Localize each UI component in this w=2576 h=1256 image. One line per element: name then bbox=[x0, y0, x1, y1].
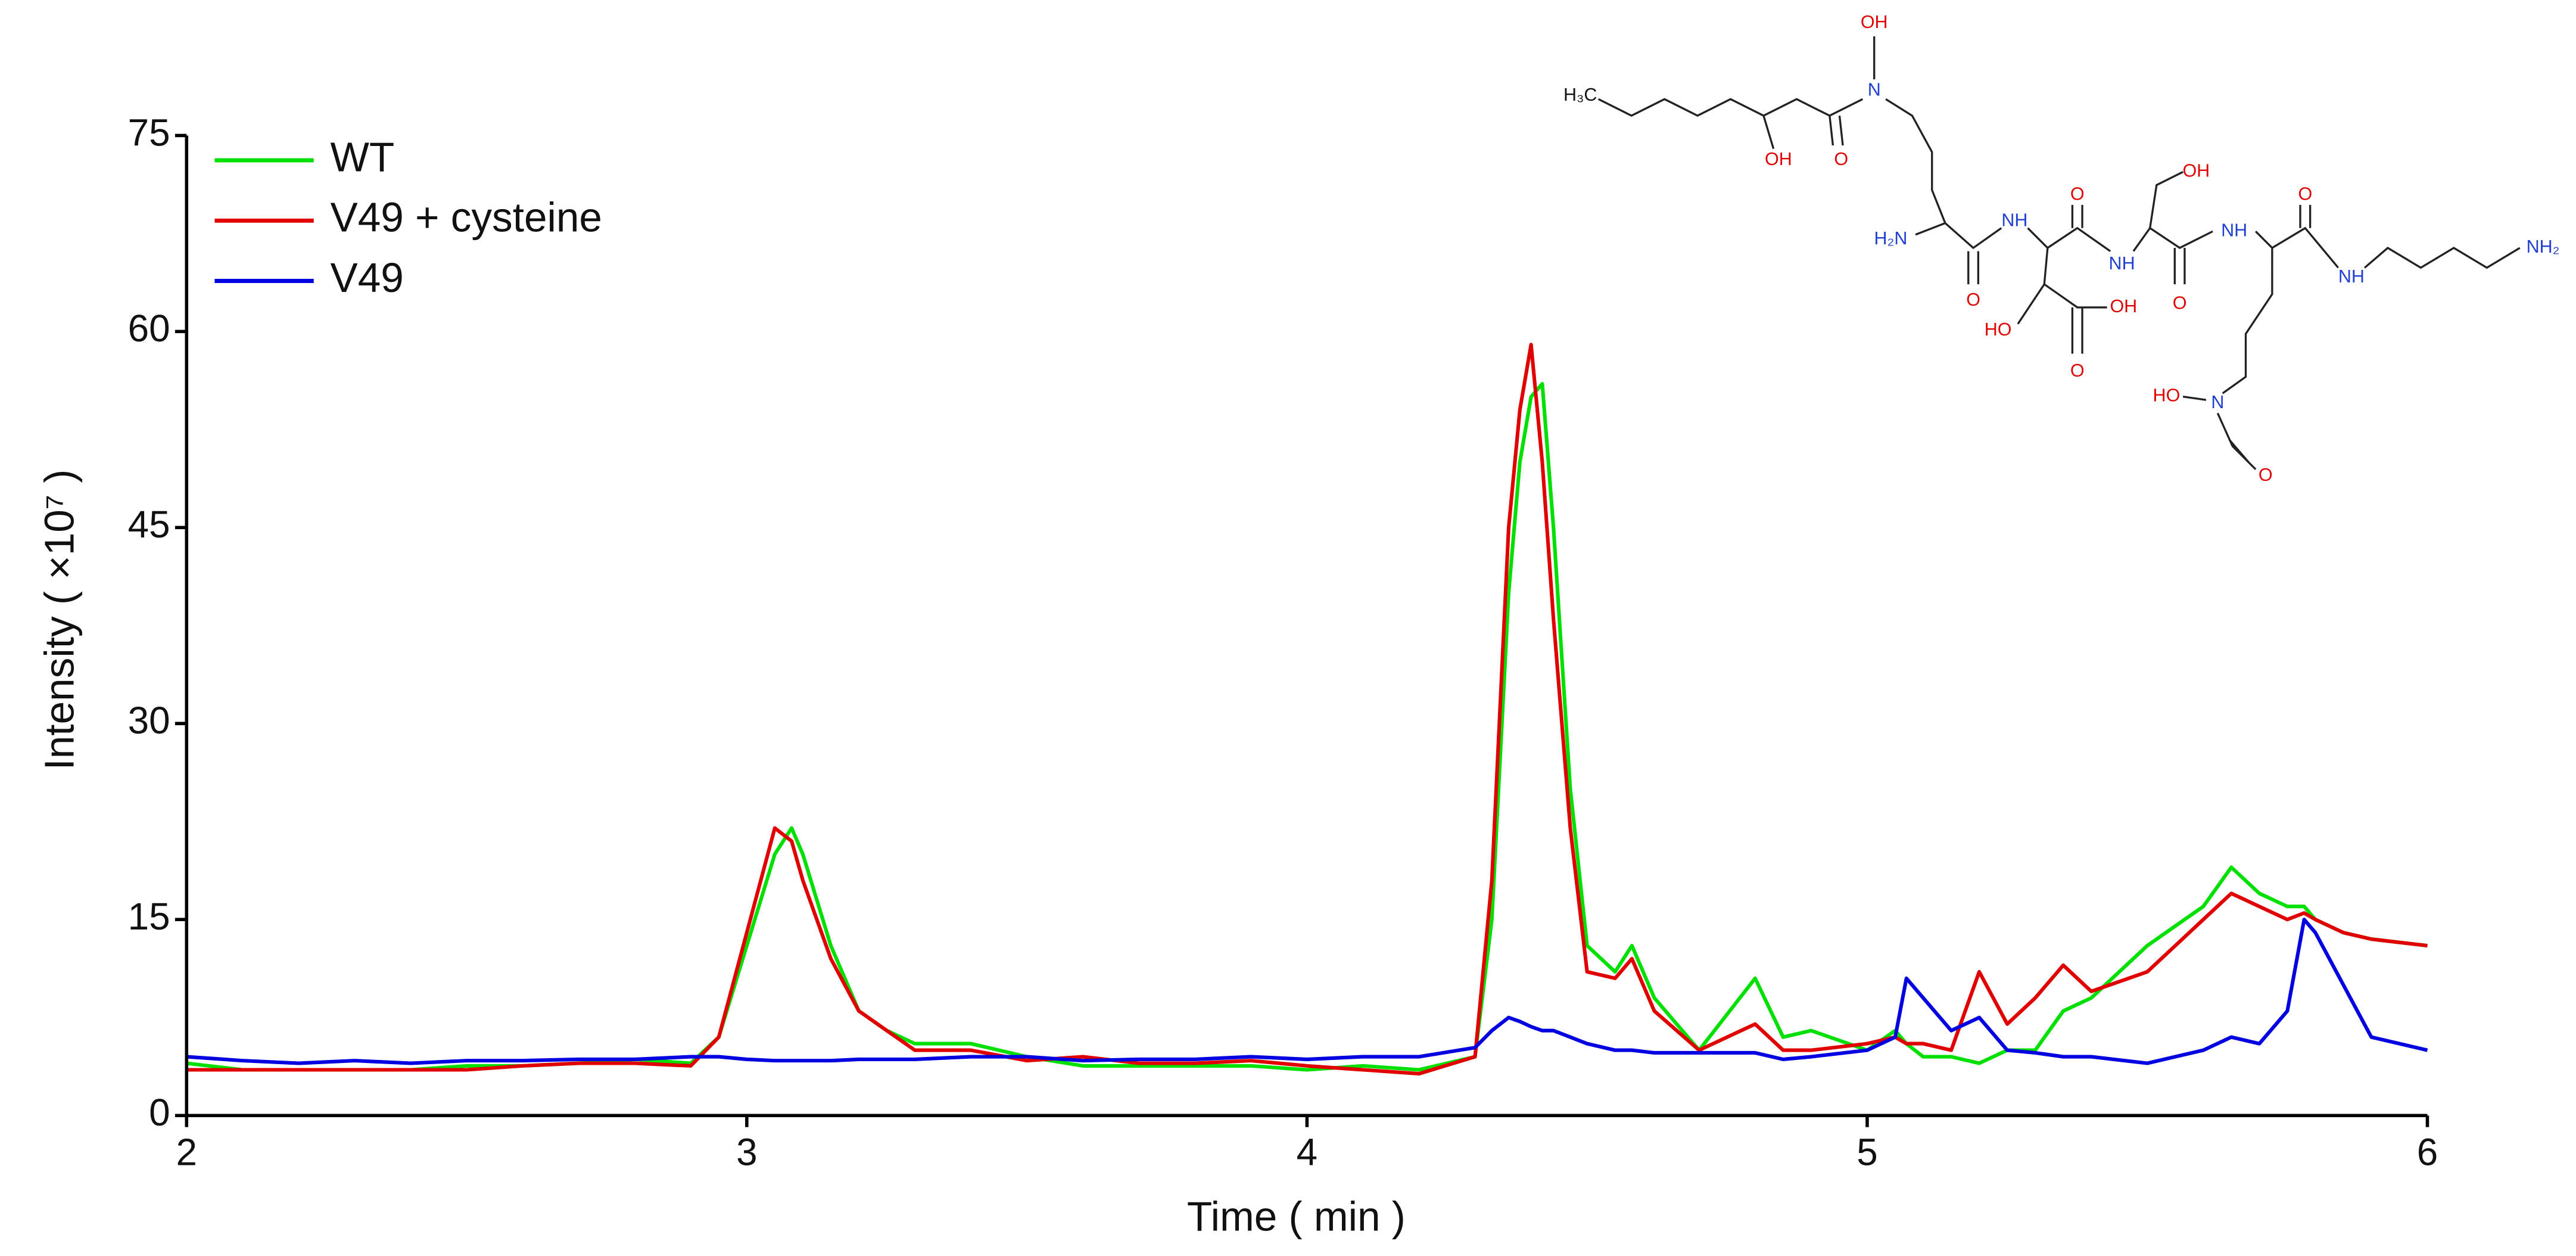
structure bbox=[1597, 36, 2521, 470]
atom-label: O bbox=[2070, 360, 2085, 381]
atom-label: N bbox=[2211, 392, 2224, 412]
x-tick-label: 3 bbox=[736, 1131, 757, 1174]
series-line bbox=[186, 918, 2428, 1065]
atom-label: NH bbox=[2109, 253, 2135, 273]
atom-label: NH bbox=[2338, 266, 2365, 287]
atom-label: O bbox=[2298, 184, 2312, 204]
x-tick-label: 5 bbox=[1857, 1131, 1877, 1174]
legend-label: V49 + cysteine bbox=[330, 194, 602, 241]
atom-label: H₃C bbox=[1563, 85, 1597, 105]
atom-label: O bbox=[1834, 149, 1848, 169]
atom-label: HO bbox=[2153, 385, 2181, 406]
y-tick-label: 15 bbox=[128, 895, 170, 938]
atom-label: NH bbox=[2221, 220, 2247, 240]
y-axis-label: Intensity ( ×10⁷ ) bbox=[36, 470, 83, 770]
y-tick-label: 0 bbox=[149, 1091, 170, 1134]
atom-label: O bbox=[1966, 290, 1980, 310]
atom-label: O bbox=[2259, 465, 2273, 485]
atom-label: N bbox=[1868, 80, 1881, 100]
y-tick-label: 30 bbox=[128, 699, 170, 742]
atom-label: O bbox=[2070, 184, 2085, 204]
structure-labels: H₃C OH N O OH H₂N NH O O HO OH O OH NH O… bbox=[1563, 12, 2560, 485]
atom-label: H₂N bbox=[1874, 228, 1907, 248]
bond bbox=[1597, 36, 2521, 470]
series-line bbox=[186, 343, 2428, 1076]
x-tick-label: 6 bbox=[2417, 1131, 2438, 1174]
atom-label: OH bbox=[1861, 12, 1888, 32]
atom-label: NH bbox=[2001, 210, 2027, 231]
atom-label: HO bbox=[1985, 319, 2012, 340]
legend-label: WT bbox=[330, 133, 394, 180]
y-tick-label: 45 bbox=[128, 503, 170, 546]
atom-label: NH₂ bbox=[2527, 237, 2560, 257]
legend-label: V49 bbox=[330, 254, 403, 301]
x-axis-label: Time ( min ) bbox=[1187, 1193, 1406, 1239]
series-line bbox=[186, 382, 2428, 1072]
atom-label: O bbox=[2173, 293, 2187, 313]
y-tick-label: 60 bbox=[128, 307, 170, 350]
x-tick-label: 2 bbox=[176, 1131, 197, 1174]
atom-label: OH bbox=[2110, 296, 2137, 316]
atom-label: OH bbox=[2182, 161, 2210, 181]
x-tick-label: 4 bbox=[1297, 1131, 1317, 1174]
y-tick-label: 75 bbox=[128, 111, 170, 154]
atom-label: OH bbox=[1765, 149, 1792, 169]
